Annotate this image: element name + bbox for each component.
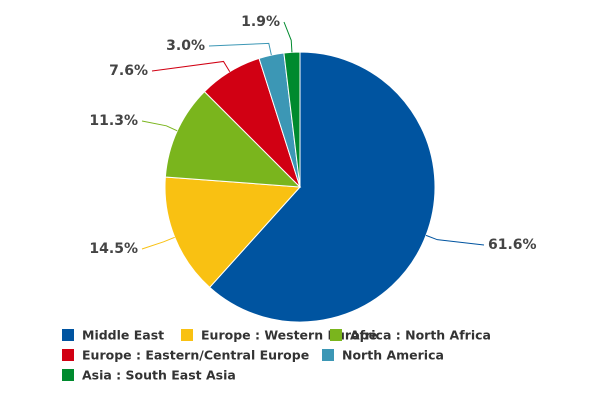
legend-label: Europe : Eastern/Central Europe — [82, 348, 309, 363]
legend-label: Africa : North Africa — [350, 328, 491, 343]
value-label: 11.3% — [89, 113, 138, 129]
pie-slice — [164, 176, 302, 289]
legend-label: Asia : South East Asia — [82, 368, 236, 383]
pie-slice — [208, 51, 436, 323]
leader-line — [283, 21, 293, 53]
leader-line — [208, 42, 272, 56]
legend-swatch — [322, 349, 334, 361]
leader-line — [425, 234, 485, 246]
legend-label: Middle East — [82, 328, 164, 343]
value-label: 61.6% — [488, 237, 537, 253]
legend-swatch — [62, 329, 74, 341]
value-label: 1.9% — [241, 14, 280, 30]
legend-label: North America — [342, 348, 444, 363]
legend-swatch — [330, 329, 342, 341]
leader-line — [151, 60, 231, 72]
value-label: 7.6% — [109, 63, 148, 79]
legend-swatch — [62, 369, 74, 381]
legend-swatch — [181, 329, 193, 341]
leader-line — [141, 120, 178, 132]
leader-line — [141, 236, 175, 250]
value-label: 14.5% — [89, 241, 138, 257]
pie-slice — [283, 51, 301, 188]
value-label: 3.0% — [166, 38, 205, 54]
legend-swatch — [62, 349, 74, 361]
